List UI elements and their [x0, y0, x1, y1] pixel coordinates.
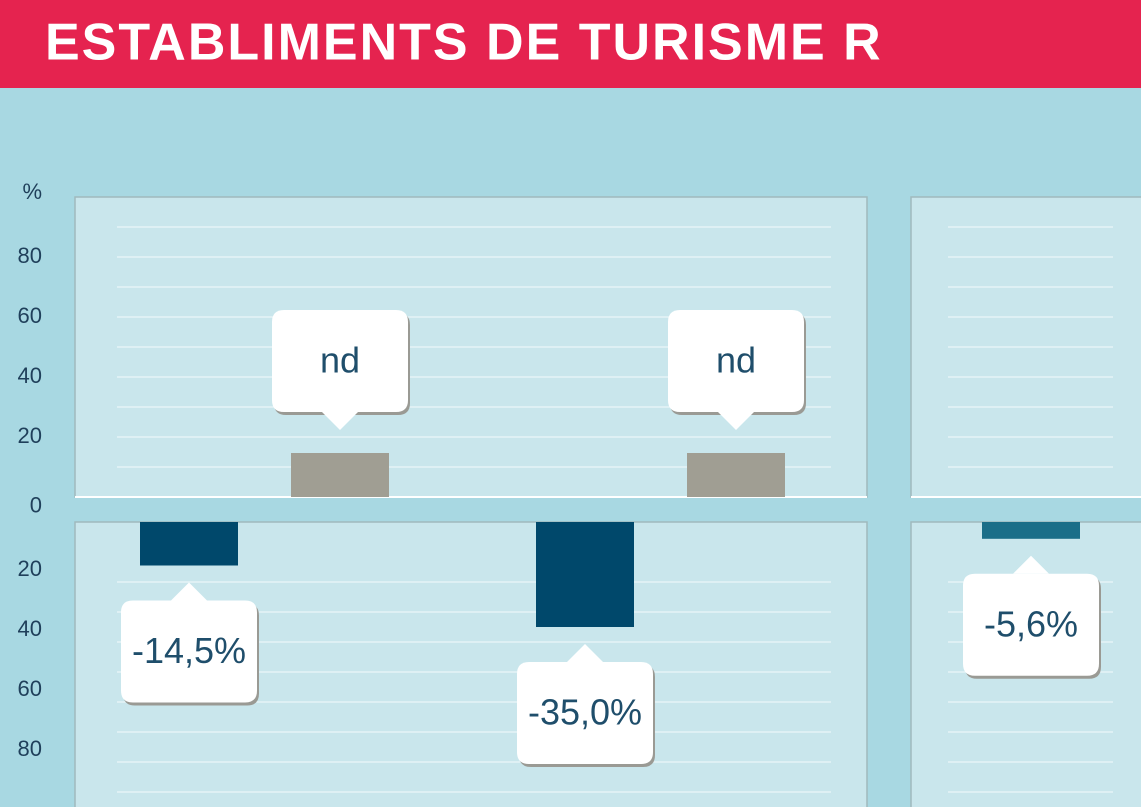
value-label: -5,6% [984, 603, 1078, 644]
y-tick-label: 80 [18, 736, 42, 761]
y-tick-label: 40 [18, 616, 42, 641]
bar [536, 522, 634, 627]
title-bar [0, 0, 1141, 88]
y-tick-label: 40 [18, 363, 42, 388]
bar [140, 522, 238, 566]
value-label: nd [320, 340, 360, 381]
nd-bar [291, 453, 389, 497]
value-label: nd [716, 340, 756, 381]
callout-pointer [171, 582, 207, 601]
callout-pointer [567, 644, 603, 662]
value-label: -35,0% [528, 692, 642, 733]
title: ESTABLIMENTS DE TURISME R [45, 14, 883, 72]
callout-box [963, 573, 1099, 676]
callout-pointer [718, 412, 754, 430]
y-tick-label: 20 [18, 423, 42, 448]
y-axis-label: % [22, 179, 42, 204]
y-tick-label: 60 [18, 303, 42, 328]
y-tick-label: 80 [18, 243, 42, 268]
bar [982, 522, 1080, 539]
value-label: -14,5% [132, 630, 246, 671]
callout-box [272, 310, 408, 412]
callout-pointer [322, 412, 358, 430]
y-tick-label: 20 [18, 556, 42, 581]
y-tick-label: 0 [30, 492, 42, 517]
callout-box [517, 662, 653, 764]
callout-box [668, 310, 804, 412]
y-tick-label: 60 [18, 676, 42, 701]
callout-pointer [1013, 555, 1049, 574]
nd-bar [687, 453, 785, 497]
callout-box [121, 600, 257, 703]
